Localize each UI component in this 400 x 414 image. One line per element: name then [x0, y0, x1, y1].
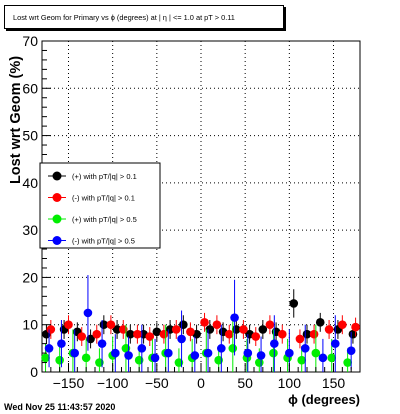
data-point-3-19: [300, 344, 310, 353]
y-tick-label-3: 30: [22, 222, 38, 238]
x-tick-label-5: 100: [278, 375, 302, 391]
data-point-3-14: [230, 313, 239, 322]
data-point-2-1: [55, 355, 64, 365]
data-point-3-2: [70, 348, 79, 358]
data-point-1-4: [106, 320, 116, 330]
series-layer: [41, 275, 360, 372]
data-point-1-0: [46, 325, 56, 334]
legend-marker-0: [52, 171, 62, 181]
legend-label-2: (+) with pT/|q| > 0.5: [72, 215, 137, 224]
x-axis-label: ϕ (degrees): [288, 392, 360, 407]
data-point-1-7: [145, 332, 155, 341]
y-axis-label: Lost wrt Geom (%): [8, 56, 24, 184]
chart-title-box: Lost wrt Geom for Primary vs ϕ (degrees)…: [4, 5, 284, 29]
data-point-1-9: [171, 325, 181, 334]
data-point-1-3: [92, 329, 102, 339]
x-tick-label-3: 0: [197, 375, 205, 391]
data-point-1-11: [200, 318, 209, 327]
legend-label-0: (+) with pT/|q| > 0.1: [72, 172, 137, 181]
data-point-1-17: [277, 329, 287, 339]
legend-label-1: (-) with pT/|q| > 0.1: [72, 194, 135, 203]
data-point-2-3: [81, 353, 91, 363]
data-point-1-16: [265, 320, 275, 330]
data-point-3-3: [83, 308, 93, 318]
data-point-3-5: [111, 348, 120, 358]
data-point-3-4: [97, 339, 107, 348]
legend-marker-3: [52, 236, 62, 245]
data-point-0-5: [112, 325, 122, 334]
data-point-1-14: [239, 325, 248, 334]
data-point-3-18: [285, 348, 294, 358]
y-tick-label-0: 0: [30, 364, 38, 380]
series-0: [42, 289, 358, 349]
data-point-1-1: [64, 320, 73, 330]
legend-label-3: (-) with pT/|q| > 0.5: [72, 237, 135, 246]
data-point-3-8: [150, 353, 160, 363]
y-tick-label-5: 50: [22, 128, 38, 144]
x-tick-label-4: 50: [237, 375, 253, 391]
data-point-3-21: [330, 339, 340, 348]
data-point-0-12: [205, 325, 215, 334]
data-point-0-18: [289, 299, 299, 308]
legend-marker-2: [52, 214, 62, 224]
data-point-2-17: [269, 348, 278, 358]
data-point-0-8: [152, 327, 162, 337]
y-tick-label-7: 70: [22, 33, 38, 49]
data-point-1-6: [133, 329, 142, 339]
axes: 0 10 20 30 40 50 60 70 −150 −100 −50 0 50 100 150: [22, 33, 361, 391]
y-tick-label-1: 10: [22, 317, 38, 333]
legend: (+) with pT/|q| > 0.1 (-) with pT/|q| > 0…: [39, 162, 161, 249]
data-point-3-0: [44, 344, 54, 353]
y-tick-label-2: 20: [22, 269, 38, 285]
data-point-3-16: [256, 351, 266, 360]
chart-title: Lost wrt Geom for Primary vs ϕ (degrees)…: [13, 13, 235, 22]
data-point-3-10: [177, 334, 186, 344]
legend-marker-1: [52, 193, 62, 202]
data-point-1-13: [224, 329, 234, 339]
data-point-0-6: [126, 329, 135, 339]
data-point-1-15: [251, 332, 261, 341]
data-point-3-13: [217, 344, 226, 353]
data-point-1-21: [338, 320, 347, 330]
data-point-2-22: [343, 358, 352, 367]
data-point-3-7: [137, 344, 147, 353]
x-tick-label-1: −100: [97, 375, 129, 391]
data-point-1-8: [159, 329, 169, 339]
data-point-1-20: [324, 325, 334, 334]
data-point-3-11: [190, 351, 200, 360]
data-point-3-15: [243, 348, 253, 358]
data-point-3-12: [203, 348, 213, 358]
data-point-3-20: [318, 353, 328, 363]
timestamp: Wed Nov 25 11:43:57 2020: [4, 402, 116, 412]
data-point-1-22: [351, 322, 360, 332]
data-point-2-14: [228, 344, 238, 353]
series-1: [46, 312, 360, 349]
data-point-0-10: [179, 320, 188, 330]
data-point-3-6: [124, 351, 133, 360]
data-point-2-0: [41, 353, 50, 363]
x-tick-label-0: −150: [53, 375, 85, 391]
data-point-1-2: [77, 332, 87, 341]
data-point-2-4: [95, 358, 104, 367]
data-point-3-9: [164, 348, 173, 358]
y-tick-label-4: 40: [22, 175, 38, 191]
data-point-3-22: [346, 346, 356, 356]
data-point-3-17: [270, 339, 279, 348]
data-point-3-1: [57, 339, 66, 348]
data-point-1-12: [212, 320, 222, 330]
data-point-2-21: [327, 353, 337, 363]
data-point-0-16: [258, 325, 268, 334]
series-3: [44, 275, 356, 372]
data-point-1-10: [186, 327, 195, 337]
data-point-1-18: [295, 334, 305, 344]
data-point-1-19: [309, 329, 319, 339]
data-point-2-20: [311, 348, 321, 358]
x-tick-label-6: 150: [322, 375, 346, 391]
data-point-0-20: [315, 318, 325, 327]
y-tick-label-6: 60: [22, 80, 38, 96]
x-tick-label-2: −50: [145, 375, 169, 391]
data-point-2-19: [297, 355, 307, 365]
